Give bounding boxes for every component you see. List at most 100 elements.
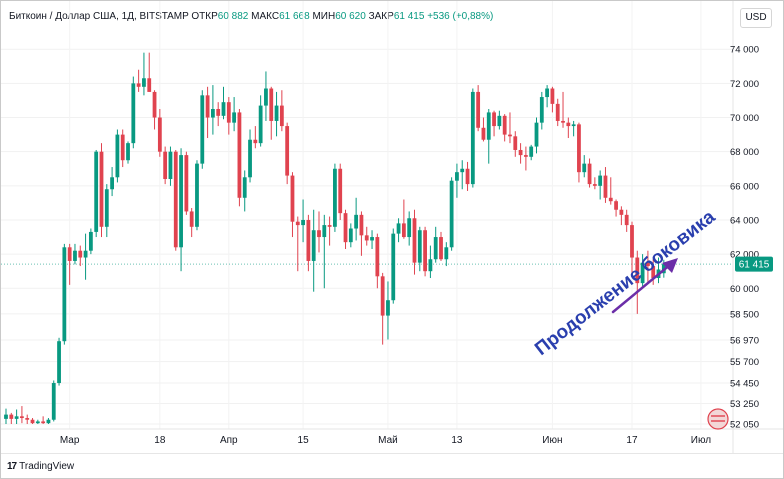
candle — [444, 242, 449, 267]
candle-body — [264, 88, 268, 106]
candle — [460, 160, 465, 190]
candle — [14, 409, 19, 424]
candle — [370, 230, 374, 249]
candle-body — [62, 247, 67, 342]
candle — [290, 172, 295, 238]
candle — [210, 85, 215, 135]
candle-body — [20, 416, 24, 419]
candle-body — [189, 211, 194, 227]
candle-body — [205, 95, 210, 118]
candle — [338, 163, 343, 220]
trend-arrow — [611, 258, 678, 314]
time-tick-label: 17 — [626, 435, 638, 446]
price-tick-label: 64 000 — [730, 215, 759, 226]
price-chart[interactable]: 74 000 72 000 70 000 68 000 66 000 64 000 62 0… — [1, 1, 783, 453]
candle — [375, 233, 380, 289]
candle-body — [502, 115, 507, 135]
candle — [184, 151, 189, 215]
candle-body — [226, 102, 231, 123]
candle — [455, 163, 459, 198]
candle-body — [110, 177, 114, 190]
candle — [168, 146, 173, 186]
candle — [550, 86, 555, 113]
arrow-head — [662, 258, 678, 273]
candle-body — [370, 237, 374, 241]
candle-body — [157, 117, 162, 152]
price-tick-label: 60 000 — [730, 284, 759, 295]
candle-body — [126, 143, 130, 161]
candle — [545, 85, 550, 108]
candle — [73, 243, 77, 265]
candle — [51, 380, 56, 422]
candle — [497, 110, 502, 130]
candle — [189, 208, 194, 238]
candle — [407, 211, 412, 246]
candle — [635, 250, 640, 314]
candle — [619, 206, 624, 226]
candle-body — [9, 414, 14, 419]
candle — [9, 412, 14, 424]
tradingview-logo[interactable]: 17 TradingView — [7, 461, 74, 472]
open-label: ОТКР — [191, 11, 218, 22]
candle — [391, 228, 396, 304]
candle-body — [317, 230, 321, 238]
candle-body — [242, 177, 247, 198]
candle — [67, 243, 72, 285]
candle-body — [391, 233, 396, 301]
candle-body — [152, 91, 157, 118]
candle — [147, 52, 152, 92]
candle-body — [327, 225, 332, 227]
grid — [1, 1, 733, 429]
candle-body — [306, 219, 311, 261]
candle — [35, 419, 40, 424]
candle-body — [592, 184, 597, 186]
candle-body — [577, 124, 581, 173]
candle — [561, 91, 565, 128]
candle-body — [163, 151, 168, 179]
candle — [571, 120, 576, 137]
compare-icon[interactable] — [707, 408, 729, 430]
candle-body — [348, 228, 353, 243]
close-label: ЗАКР — [368, 11, 394, 22]
price-axis[interactable]: 74 000 72 000 70 000 68 000 66 000 64 000 62 0… — [730, 45, 759, 431]
time-tick-label: 15 — [298, 435, 310, 446]
last-price-badge-label: 61 415 — [739, 260, 770, 271]
candle-body — [465, 168, 470, 185]
candle — [364, 226, 369, 246]
candle-body — [582, 163, 587, 173]
candle — [412, 209, 417, 275]
candle-body — [455, 172, 459, 181]
candle-body — [279, 105, 284, 127]
candle — [274, 91, 279, 137]
candle-body — [104, 189, 109, 227]
candle — [285, 122, 290, 185]
candle-body — [295, 221, 300, 226]
candle — [481, 117, 486, 142]
candle-body — [539, 97, 544, 123]
candle — [120, 129, 125, 168]
candle — [253, 126, 258, 149]
candle-body — [338, 168, 343, 214]
candle — [269, 86, 274, 140]
candle-body — [210, 109, 215, 118]
candles — [4, 52, 666, 424]
arrow-shaft — [611, 262, 673, 314]
candle — [566, 117, 571, 139]
candle-body — [423, 230, 427, 272]
candle — [110, 167, 114, 197]
compare-icon-circle — [707, 408, 729, 430]
time-tick-label: Июл — [691, 435, 711, 446]
candle — [577, 122, 581, 183]
currency-button[interactable]: USD — [740, 8, 772, 28]
low-label: МИН — [312, 11, 336, 22]
high-label: МАКС — [251, 11, 280, 22]
candle — [614, 199, 618, 217]
candle-body — [131, 83, 136, 144]
candle — [343, 209, 348, 249]
time-axis[interactable]: Мар 18 Апр 15 Май 13 Июн 17 Июл — [60, 435, 711, 446]
candle-body — [195, 163, 199, 227]
candle — [428, 245, 433, 279]
candle — [126, 141, 130, 164]
candle — [423, 226, 427, 277]
candle — [232, 97, 237, 132]
